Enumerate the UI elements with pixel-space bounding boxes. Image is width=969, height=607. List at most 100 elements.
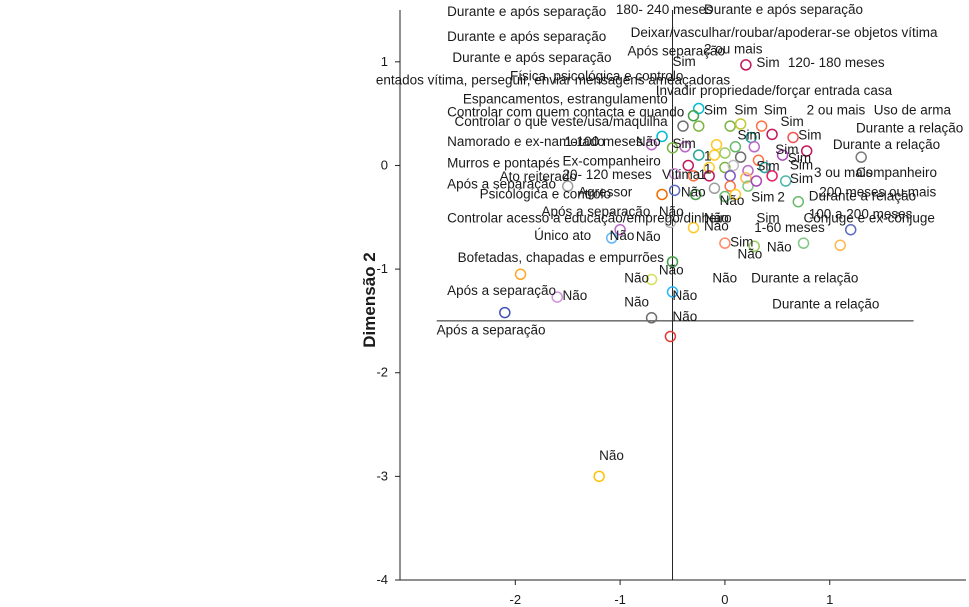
- data-point: [645, 138, 658, 151]
- x-tick-label: 0: [721, 592, 728, 607]
- data-point: [703, 170, 715, 182]
- data-label: Após a separação: [447, 283, 556, 298]
- data-label: Não: [636, 134, 661, 149]
- data-point: [514, 268, 527, 281]
- data-label: Não: [704, 210, 729, 225]
- data-point: [645, 312, 658, 324]
- data-point: [740, 172, 752, 184]
- data-label: Durante a relação: [809, 189, 916, 204]
- data-label: 20- 120 meses: [562, 167, 652, 182]
- data-label: 1-100 meses: [565, 134, 643, 149]
- data-point: [750, 175, 763, 187]
- data-label: Não: [659, 204, 684, 219]
- data-point: [679, 141, 691, 153]
- data-label: Sim: [788, 150, 811, 165]
- y-tick-label: 0: [381, 157, 388, 172]
- data-label: Companheiro: [856, 165, 937, 180]
- data-point: [664, 330, 677, 343]
- data-point: [797, 237, 810, 249]
- data-point: [561, 180, 574, 192]
- data-point: [729, 141, 742, 153]
- data-label: Sim: [730, 234, 753, 249]
- data-point: [759, 161, 771, 174]
- y-tick-label: 1: [381, 54, 388, 69]
- data-point: [687, 221, 700, 234]
- data-label: Ex-companheiro: [562, 153, 660, 168]
- y-axis-label: Dimensão 2: [360, 252, 379, 347]
- data-point: [727, 159, 740, 172]
- data-point: [734, 118, 747, 130]
- data-label: Não: [610, 228, 635, 243]
- data-label: Após a separação: [447, 176, 556, 191]
- data-point: [668, 167, 681, 180]
- data-label: 1-60 meses: [754, 220, 825, 235]
- data-point: [755, 120, 768, 132]
- data-label: 3 ou mais: [814, 165, 873, 180]
- data-point: [844, 223, 857, 236]
- data-label: Durante e após separação: [704, 2, 863, 17]
- data-point: [682, 159, 694, 172]
- data-point: [719, 147, 731, 159]
- data-label: Não: [767, 239, 792, 254]
- data-point: [724, 180, 736, 192]
- x-tick-label: 1: [826, 592, 833, 607]
- x-tick-label: -2: [510, 592, 522, 607]
- data-label: Sim: [790, 171, 813, 186]
- data-point: [656, 130, 668, 143]
- x-tick-label: -1: [614, 592, 626, 607]
- data-point: [800, 145, 813, 157]
- data-point: [719, 237, 731, 249]
- data-point: [834, 239, 846, 252]
- data-point: [779, 175, 792, 187]
- chart-axes: -2 -1 0 110-1-2-3-4: [376, 10, 966, 607]
- data-label: Sim: [734, 103, 757, 118]
- data-label: Sim: [790, 158, 813, 173]
- data-point: [724, 120, 736, 132]
- data-label: 2 ou mais: [807, 103, 866, 118]
- data-label: Agressor: [578, 185, 633, 200]
- data-label: Cônjuge e ex-cônjuge: [804, 210, 935, 225]
- data-point: [724, 170, 736, 182]
- data-label: 2 ou mais: [704, 42, 763, 57]
- data-label: 2: [777, 190, 785, 205]
- data-point: [766, 128, 778, 141]
- data-label: 180- 240 meses: [616, 2, 713, 17]
- y-tick-label: -4: [376, 572, 388, 587]
- data-point: [666, 142, 679, 154]
- data-label: Durante e após separação: [447, 4, 606, 19]
- data-label: 1: [699, 167, 707, 182]
- data-label: Sim: [756, 55, 779, 70]
- data-label: Bofetadas, chapadas e empurrões: [458, 250, 665, 265]
- data-point: [593, 470, 605, 483]
- data-label: 1: [704, 148, 712, 163]
- data-point: [752, 154, 765, 167]
- data-label: Física, psicológica e controlo: [510, 68, 683, 83]
- data-label: Sim: [756, 210, 779, 225]
- data-point: [605, 232, 618, 244]
- data-label: Não: [720, 193, 745, 208]
- data-point: [677, 120, 689, 132]
- data-label: entados vítima, perseguir, enviar mensag…: [376, 73, 730, 88]
- data-point: [719, 161, 731, 174]
- data-label: Após a separação: [437, 322, 546, 337]
- data-point: [734, 151, 747, 163]
- y-tick-label: -2: [376, 365, 388, 380]
- data-label: Não: [659, 262, 684, 277]
- data-label: Vítima: [662, 167, 701, 182]
- data-label: Durante a relação: [772, 296, 879, 311]
- data-points: [499, 59, 867, 483]
- data-label: 1: [704, 162, 712, 177]
- data-point: [551, 291, 563, 303]
- data-point: [666, 286, 679, 298]
- data-label: Não: [562, 288, 587, 303]
- data-label: 100 a 200 meses: [809, 206, 913, 221]
- data-point: [692, 120, 705, 132]
- data-point: [855, 151, 867, 163]
- data-label: Ato reiterado: [500, 169, 577, 184]
- data-label: Sim: [673, 54, 696, 69]
- data-label: Não: [624, 271, 649, 286]
- data-label: Durante e após separação: [447, 29, 606, 44]
- data-label: Não: [673, 288, 698, 303]
- data-point: [708, 149, 721, 161]
- data-label: 200 meses ou mais: [819, 185, 936, 200]
